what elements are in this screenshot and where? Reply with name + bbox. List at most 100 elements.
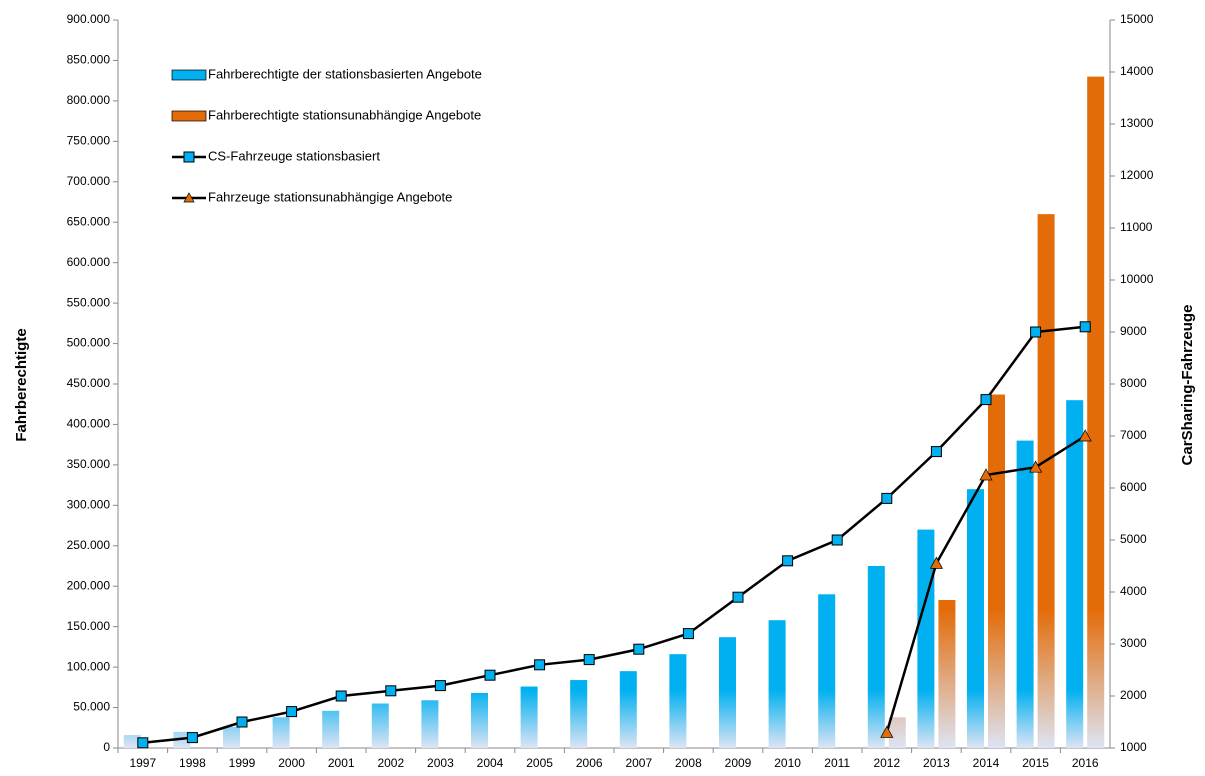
bar	[520, 686, 538, 748]
y-tick-label: 300.000	[67, 498, 111, 512]
marker	[682, 628, 694, 640]
y2-axis-title: CarSharing-Fahrzeuge	[1179, 305, 1196, 466]
y2-tick-label: 8000	[1120, 376, 1147, 390]
y-tick-label: 600.000	[67, 255, 111, 269]
y-tick-label: 850.000	[67, 53, 111, 67]
y-tick-label: 100.000	[67, 659, 111, 673]
x-tick-label: 2009	[725, 756, 752, 770]
marker	[1079, 321, 1091, 333]
y-tick-label: 150.000	[67, 619, 111, 633]
bar	[988, 394, 1005, 748]
bar	[888, 717, 906, 748]
y2-tick-label: 6000	[1120, 480, 1147, 494]
marker	[137, 737, 149, 749]
x-tick-label: 2014	[973, 756, 1000, 770]
y2-tick-label: 5000	[1120, 532, 1147, 546]
y2-tick-label: 2000	[1120, 688, 1147, 702]
x-tick-label: 2005	[526, 756, 553, 770]
marker	[434, 680, 446, 692]
marker	[385, 685, 397, 697]
legend-text: CS-Fahrzeuge stationsbasiert	[208, 148, 380, 163]
legend-text: Fahrzeuge stationsunabhängige Angebote	[208, 189, 452, 204]
y2-tick-label: 4000	[1120, 584, 1147, 598]
marker	[732, 591, 744, 603]
marker	[236, 716, 248, 728]
marker	[1030, 326, 1042, 338]
y-tick-label: 650.000	[67, 214, 111, 228]
bar	[1087, 76, 1105, 749]
bar	[272, 717, 290, 748]
x-tick-label: 2004	[477, 756, 504, 770]
y-tick-label: 800.000	[67, 93, 111, 107]
x-tick-label: 1997	[129, 756, 156, 770]
legend-text: Fahrberechtigte der stationsbasierten An…	[208, 66, 482, 81]
bar	[967, 489, 984, 748]
y2-tick-label: 3000	[1120, 636, 1147, 650]
y-tick-label: 0	[103, 740, 110, 754]
marker	[880, 725, 894, 738]
bar	[322, 710, 340, 748]
bar	[1016, 440, 1034, 748]
marker	[534, 659, 546, 671]
bar	[223, 726, 240, 748]
x-tick-label: 1999	[229, 756, 256, 770]
marker	[583, 654, 595, 666]
bar	[570, 680, 588, 748]
marker	[633, 643, 645, 655]
x-tick-label: 2016	[1072, 756, 1099, 770]
marker	[782, 555, 794, 567]
legend-text: Fahrberechtigte stationsunabhängige Ange…	[208, 107, 481, 122]
x-tick-label: 1998	[179, 756, 206, 770]
marker	[286, 706, 298, 718]
legend-swatch	[171, 69, 207, 81]
x-tick-label: 2008	[675, 756, 702, 770]
x-tick-label: 2002	[377, 756, 404, 770]
y-tick-label: 900.000	[67, 12, 111, 26]
y-tick-label: 750.000	[67, 134, 111, 148]
legend-marker	[183, 151, 195, 163]
line	[142, 325, 1086, 745]
bar	[719, 637, 736, 748]
marker	[930, 446, 942, 458]
x-tick-label: 2006	[576, 756, 603, 770]
bar	[938, 599, 956, 748]
y-axis-title: Fahrberechtigte	[13, 328, 30, 441]
x-tick-label: 2015	[1022, 756, 1049, 770]
y2-tick-label: 9000	[1120, 324, 1147, 338]
y2-tick-label: 12000	[1120, 168, 1154, 182]
y2-tick-label: 1000	[1120, 740, 1147, 754]
y-tick-label: 550.000	[67, 295, 111, 309]
x-tick-label: 2012	[873, 756, 900, 770]
bar	[421, 700, 439, 748]
y2-tick-label: 10000	[1120, 272, 1154, 286]
y-tick-label: 200.000	[67, 578, 111, 592]
bar	[1066, 400, 1084, 748]
marker	[484, 669, 496, 681]
marker	[979, 468, 993, 481]
marker	[1078, 429, 1092, 442]
y2-tick-label: 11000	[1120, 220, 1153, 234]
bar	[818, 594, 836, 748]
bar	[471, 692, 488, 748]
y2-tick-label: 13000	[1120, 116, 1154, 130]
x-tick-label: 2011	[824, 756, 850, 770]
x-tick-label: 2010	[774, 756, 801, 770]
x-tick-label: 2013	[923, 756, 950, 770]
marker	[980, 394, 992, 406]
marker	[1029, 460, 1043, 473]
y2-tick-label: 15000	[1120, 12, 1154, 26]
y2-tick-label: 7000	[1120, 428, 1147, 442]
y-tick-label: 450.000	[67, 376, 111, 390]
marker	[186, 732, 198, 744]
x-tick-label: 2007	[625, 756, 652, 770]
marker	[881, 492, 893, 504]
marker	[335, 690, 347, 702]
legend-swatch	[171, 110, 207, 122]
marker	[929, 556, 943, 569]
line	[885, 434, 1086, 733]
y-tick-label: 400.000	[67, 417, 111, 431]
bar	[867, 566, 885, 748]
y-tick-label: 50.000	[73, 700, 110, 714]
bar	[619, 671, 637, 748]
